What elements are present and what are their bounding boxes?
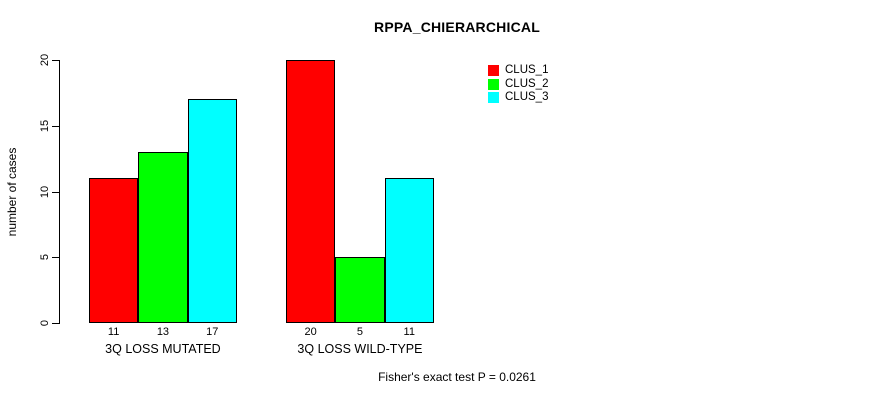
- y-axis-tick-label: 20: [39, 53, 51, 67]
- y-axis-tick: [52, 257, 59, 258]
- bar-value-label: 20: [304, 326, 317, 338]
- y-axis-tick: [52, 60, 59, 61]
- y-axis-line: [59, 60, 60, 324]
- bar-clus_2: [138, 152, 188, 323]
- legend-label: CLUS_1: [505, 64, 549, 77]
- bar-clus_2: [335, 257, 385, 323]
- legend: CLUS_1 CLUS_2 CLUS_3: [488, 64, 548, 105]
- legend-item: CLUS_1: [488, 64, 548, 78]
- chart-title: RPPA_CHIERARCHICAL: [374, 19, 540, 35]
- y-axis-tick: [52, 126, 59, 127]
- bar-value-label: 5: [356, 326, 363, 338]
- legend-color-swatch: [488, 78, 499, 90]
- bar-value-label: 11: [107, 326, 120, 338]
- bar-value-label: 17: [206, 326, 219, 338]
- y-axis-title: number of cases: [5, 147, 19, 237]
- bar-clus_1: [89, 178, 139, 323]
- bar-clus_3: [187, 99, 237, 323]
- y-axis-tick-label: 15: [39, 119, 51, 133]
- annotation-fisher-test: Fisher's exact test P = 0.0261: [378, 370, 536, 384]
- bar-value-label: 11: [403, 326, 415, 338]
- y-axis-tick-label: 5: [39, 253, 51, 261]
- y-axis-tick: [52, 323, 59, 324]
- y-axis-tick: [52, 192, 59, 193]
- bar-clus_1: [286, 60, 336, 323]
- legend-color-swatch: [488, 65, 499, 77]
- legend-color-swatch: [488, 92, 499, 104]
- x-category-label: 3Q LOSS WILD-TYPE: [297, 342, 423, 356]
- bar-clus_3: [384, 178, 434, 323]
- bar-value-label: 13: [156, 326, 170, 338]
- legend-item: CLUS_2: [488, 78, 548, 92]
- y-axis-tick-label: 10: [39, 185, 51, 199]
- legend-label: CLUS_2: [505, 77, 549, 90]
- legend-item: CLUS_3: [488, 91, 548, 105]
- x-category-label: 3Q LOSS MUTATED: [105, 342, 221, 356]
- y-axis-tick-label: 0: [39, 319, 51, 327]
- legend-label: CLUS_3: [505, 91, 549, 104]
